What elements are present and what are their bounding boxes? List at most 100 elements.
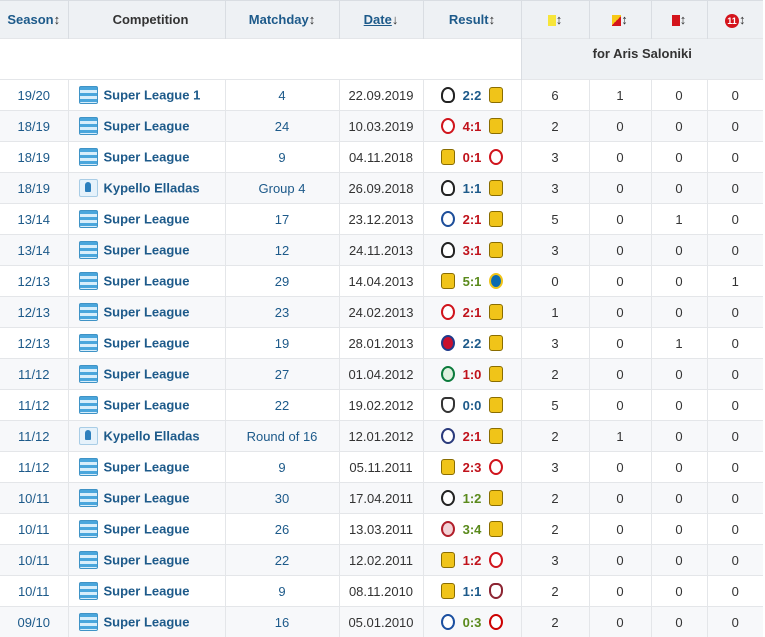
competition-cell[interactable]: Super League [68, 545, 225, 576]
competition-link[interactable]: Super League [104, 522, 190, 537]
competition-cell[interactable]: Super League [68, 576, 225, 607]
matchday-header[interactable]: Matchday↕ [225, 1, 339, 39]
score-link[interactable]: 1:2 [455, 553, 489, 568]
matchday-link[interactable]: 12 [225, 235, 339, 266]
away-club-logo-icon[interactable] [489, 521, 503, 537]
matchday-link[interactable]: 22 [225, 545, 339, 576]
penalties-header[interactable]: 11↕ [707, 1, 763, 39]
score-link[interactable]: 2:2 [455, 88, 489, 103]
matchday-link[interactable]: 26 [225, 514, 339, 545]
red-cards-header[interactable]: ↕ [651, 1, 707, 39]
matchday-link[interactable]: 29 [225, 266, 339, 297]
away-club-logo-icon[interactable] [489, 87, 503, 103]
matchday-link[interactable]: 16 [225, 607, 339, 637]
result-header[interactable]: Result↕ [423, 1, 521, 39]
competition-link[interactable]: Super League [104, 460, 190, 475]
matchday-link[interactable]: Round of 16 [225, 421, 339, 452]
competition-cell[interactable]: Super League [68, 359, 225, 390]
competition-link[interactable]: Super League [104, 243, 190, 258]
competition-link[interactable]: Super League [104, 305, 190, 320]
matchday-link[interactable]: 30 [225, 483, 339, 514]
home-club-logo-icon[interactable] [441, 366, 455, 382]
competition-cell[interactable]: Super League [68, 266, 225, 297]
away-club-logo-icon[interactable] [489, 428, 503, 444]
second-yellow-header[interactable]: ↕ [589, 1, 651, 39]
score-link[interactable]: 0:3 [455, 615, 489, 630]
competition-cell[interactable]: Super League [68, 483, 225, 514]
competition-cell[interactable]: Super League [68, 204, 225, 235]
home-club-logo-icon[interactable] [441, 428, 455, 444]
competition-cell[interactable]: Kypello Elladas [68, 421, 225, 452]
matchday-link[interactable]: 23 [225, 297, 339, 328]
score-link[interactable]: 2:1 [455, 212, 489, 227]
away-club-logo-icon[interactable] [489, 459, 503, 475]
home-club-logo-icon[interactable] [441, 304, 455, 320]
competition-link[interactable]: Super League [104, 491, 190, 506]
home-club-logo-icon[interactable] [441, 180, 455, 196]
score-link[interactable]: 1:1 [455, 181, 489, 196]
away-club-logo-icon[interactable] [489, 242, 503, 258]
matchday-link[interactable]: Group 4 [225, 173, 339, 204]
competition-cell[interactable]: Super League 1 [68, 80, 225, 111]
score-link[interactable]: 2:1 [455, 429, 489, 444]
home-club-logo-icon[interactable] [441, 211, 455, 227]
competition-link[interactable]: Kypello Elladas [104, 429, 200, 444]
competition-link[interactable]: Super League [104, 553, 190, 568]
matchday-link[interactable]: 9 [225, 452, 339, 483]
home-club-logo-icon[interactable] [441, 335, 455, 351]
competition-link[interactable]: Super League [104, 212, 190, 227]
home-club-logo-icon[interactable] [441, 490, 455, 506]
away-club-logo-icon[interactable] [489, 490, 503, 506]
competition-link[interactable]: Super League [104, 398, 190, 413]
away-club-logo-icon[interactable] [489, 118, 503, 134]
score-link[interactable]: 0:1 [455, 150, 489, 165]
matchday-link[interactable]: 9 [225, 576, 339, 607]
score-link[interactable]: 1:1 [455, 584, 489, 599]
season-header[interactable]: Season↕ [0, 1, 68, 39]
score-link[interactable]: 2:1 [455, 305, 489, 320]
score-link[interactable]: 2:3 [455, 460, 489, 475]
home-club-logo-icon[interactable] [441, 242, 455, 258]
competition-link[interactable]: Super League [104, 367, 190, 382]
matchday-link[interactable]: 9 [225, 142, 339, 173]
matchday-link[interactable]: 22 [225, 390, 339, 421]
away-club-logo-icon[interactable] [489, 273, 503, 289]
home-club-logo-icon[interactable] [441, 87, 455, 103]
competition-cell[interactable]: Super League [68, 142, 225, 173]
away-club-logo-icon[interactable] [489, 304, 503, 320]
score-link[interactable]: 1:2 [455, 491, 489, 506]
away-club-logo-icon[interactable] [489, 149, 503, 165]
home-club-logo-icon[interactable] [441, 397, 455, 413]
competition-cell[interactable]: Super League [68, 390, 225, 421]
competition-link[interactable]: Kypello Elladas [104, 181, 200, 196]
competition-cell[interactable]: Super League [68, 452, 225, 483]
away-club-logo-icon[interactable] [489, 366, 503, 382]
competition-cell[interactable]: Super League [68, 328, 225, 359]
score-link[interactable]: 3:4 [455, 522, 489, 537]
away-club-logo-icon[interactable] [489, 211, 503, 227]
competition-link[interactable]: Super League [104, 336, 190, 351]
competition-cell[interactable]: Super League [68, 297, 225, 328]
yellow-cards-header[interactable]: ↕ [521, 1, 589, 39]
away-club-logo-icon[interactable] [489, 614, 503, 630]
matchday-link[interactable]: 27 [225, 359, 339, 390]
score-link[interactable]: 5:1 [455, 274, 489, 289]
home-club-logo-icon[interactable] [441, 149, 455, 165]
home-club-logo-icon[interactable] [441, 459, 455, 475]
competition-cell[interactable]: Super League [68, 607, 225, 637]
away-club-logo-icon[interactable] [489, 583, 503, 599]
away-club-logo-icon[interactable] [489, 552, 503, 568]
score-link[interactable]: 2:2 [455, 336, 489, 351]
away-club-logo-icon[interactable] [489, 397, 503, 413]
competition-cell[interactable]: Kypello Elladas [68, 173, 225, 204]
score-link[interactable]: 0:0 [455, 398, 489, 413]
competition-link[interactable]: Super League [104, 150, 190, 165]
score-link[interactable]: 4:1 [455, 119, 489, 134]
home-club-logo-icon[interactable] [441, 273, 455, 289]
matchday-link[interactable]: 19 [225, 328, 339, 359]
competition-link[interactable]: Super League [104, 584, 190, 599]
away-club-logo-icon[interactable] [489, 335, 503, 351]
competition-cell[interactable]: Super League [68, 514, 225, 545]
away-club-logo-icon[interactable] [489, 180, 503, 196]
score-link[interactable]: 3:1 [455, 243, 489, 258]
